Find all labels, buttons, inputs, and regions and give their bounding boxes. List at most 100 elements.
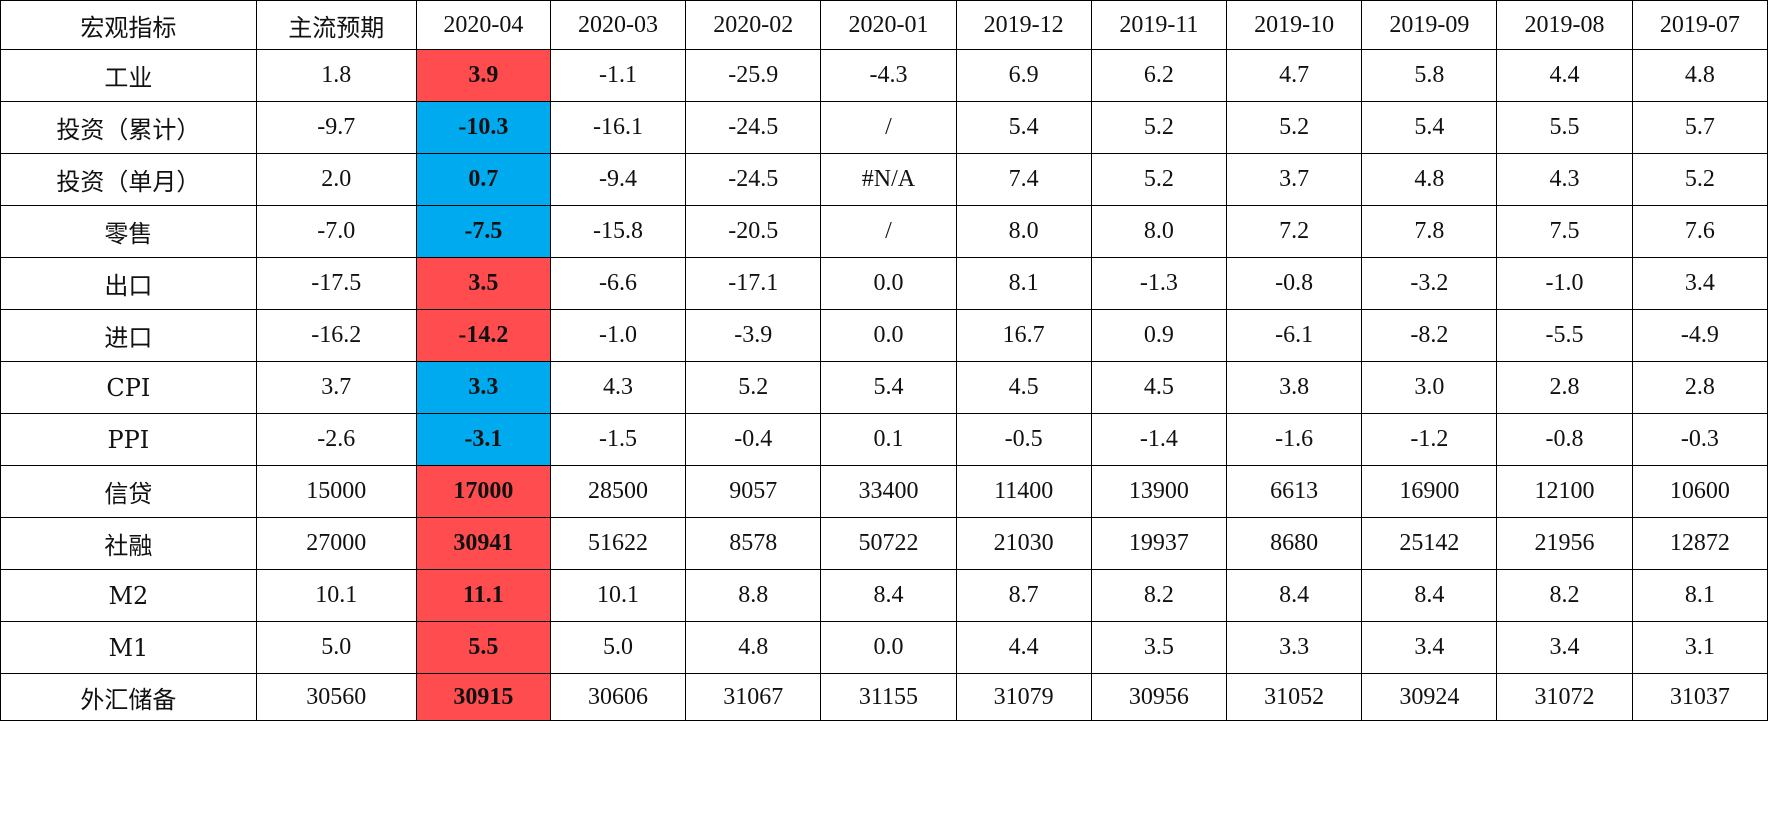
value-cell: -3.2 bbox=[1361, 257, 1498, 310]
value-cell: 16900 bbox=[1361, 465, 1498, 518]
expected-value-cell: 15000 bbox=[255, 465, 417, 518]
value-cell: 11400 bbox=[955, 465, 1092, 518]
column-header-period: 2020-01 bbox=[820, 0, 957, 50]
value-cell: 31037 bbox=[1631, 673, 1768, 721]
latest-value-highlight-cell: 3.5 bbox=[415, 257, 551, 310]
latest-value-highlight-cell: 0.7 bbox=[415, 153, 551, 206]
latest-value-highlight-cell: 3.9 bbox=[415, 49, 551, 102]
value-cell: 13900 bbox=[1090, 465, 1228, 518]
value-cell: -0.8 bbox=[1225, 257, 1363, 310]
value-cell: -3.9 bbox=[685, 309, 822, 362]
expected-value-cell: 2.0 bbox=[255, 153, 417, 206]
value-cell: 0.9 bbox=[1090, 309, 1228, 362]
column-header-period: 2020-03 bbox=[549, 0, 687, 50]
value-cell: 33400 bbox=[820, 465, 957, 518]
value-cell: 5.2 bbox=[1090, 101, 1228, 154]
expected-value-cell: -17.5 bbox=[255, 257, 417, 310]
expected-value-cell: 1.8 bbox=[255, 49, 417, 102]
value-cell: 5.2 bbox=[1090, 153, 1228, 206]
value-cell: -1.0 bbox=[549, 309, 687, 362]
indicator-name-cell: 外汇储备 bbox=[0, 673, 257, 721]
value-cell: -24.5 bbox=[685, 153, 822, 206]
value-cell: -20.5 bbox=[685, 205, 822, 258]
indicator-name-cell: 投资（累计） bbox=[0, 101, 257, 154]
value-cell: 2.8 bbox=[1496, 361, 1633, 414]
table-row: 投资（单月） 2.0 0.7 -9.4 -24.5 #N/A 7.4 5.2 3.7 4.8 4.3… bbox=[0, 153, 1768, 206]
latest-value-highlight-cell: 5.5 bbox=[415, 621, 551, 674]
value-cell: -1.3 bbox=[1090, 257, 1228, 310]
value-cell: 10.1 bbox=[549, 569, 687, 622]
value-cell: -25.9 bbox=[685, 49, 822, 102]
value-cell: 3.5 bbox=[1090, 621, 1228, 674]
latest-value-highlight-cell: 30941 bbox=[415, 517, 551, 570]
value-cell: 31067 bbox=[685, 673, 822, 721]
value-cell: 8.4 bbox=[1225, 569, 1363, 622]
column-header-period: 2020-04 bbox=[415, 0, 551, 50]
value-cell: 5.8 bbox=[1361, 49, 1498, 102]
value-cell: 51622 bbox=[549, 517, 687, 570]
value-cell: -0.3 bbox=[1631, 413, 1768, 466]
value-cell: -5.5 bbox=[1496, 309, 1633, 362]
value-cell: 4.4 bbox=[1496, 49, 1633, 102]
latest-value-highlight-cell: -10.3 bbox=[415, 101, 551, 154]
indicator-name-cell: M1 bbox=[0, 621, 257, 674]
expected-value-cell: 5.0 bbox=[255, 621, 417, 674]
value-cell: 4.5 bbox=[1090, 361, 1228, 414]
value-cell: 3.3 bbox=[1225, 621, 1363, 674]
value-cell: 31072 bbox=[1496, 673, 1633, 721]
value-cell: 7.4 bbox=[955, 153, 1092, 206]
value-cell: 5.4 bbox=[1361, 101, 1498, 154]
table-row: 外汇储备 30560 30915 30606 31067 31155 31079 30956 3… bbox=[0, 673, 1768, 721]
value-cell: -1.1 bbox=[549, 49, 687, 102]
value-cell: 5.0 bbox=[549, 621, 687, 674]
value-cell: 8680 bbox=[1225, 517, 1363, 570]
value-cell: 8.1 bbox=[1631, 569, 1768, 622]
expected-value-cell: -2.6 bbox=[255, 413, 417, 466]
value-cell: 7.2 bbox=[1225, 205, 1363, 258]
indicator-name-cell: 进口 bbox=[0, 309, 257, 362]
value-cell: 5.4 bbox=[955, 101, 1092, 154]
value-cell: 31079 bbox=[955, 673, 1092, 721]
value-cell: 4.3 bbox=[549, 361, 687, 414]
value-cell: / bbox=[820, 205, 957, 258]
column-header-period: 2020-02 bbox=[685, 0, 822, 50]
column-header-period: 2019-10 bbox=[1225, 0, 1363, 50]
value-cell: 8.7 bbox=[955, 569, 1092, 622]
expected-value-cell: -16.2 bbox=[255, 309, 417, 362]
expected-value-cell: 27000 bbox=[255, 517, 417, 570]
value-cell: 28500 bbox=[549, 465, 687, 518]
value-cell: 4.7 bbox=[1225, 49, 1363, 102]
indicator-name-cell: 社融 bbox=[0, 517, 257, 570]
latest-value-highlight-cell: -14.2 bbox=[415, 309, 551, 362]
latest-value-highlight-cell: -7.5 bbox=[415, 205, 551, 258]
value-cell: 3.4 bbox=[1361, 621, 1498, 674]
table-row: 信贷 15000 17000 28500 9057 33400 11400 13900 6613… bbox=[0, 465, 1768, 518]
table-row: 出口 -17.5 3.5 -6.6 -17.1 0.0 8.1 -1.3 -0.8 -3.2 -1.… bbox=[0, 257, 1768, 310]
expected-value-cell: -7.0 bbox=[255, 205, 417, 258]
value-cell: 10600 bbox=[1631, 465, 1768, 518]
value-cell: -16.1 bbox=[549, 101, 687, 154]
column-header-period: 2019-08 bbox=[1496, 0, 1633, 50]
value-cell: -1.2 bbox=[1361, 413, 1498, 466]
value-cell: -15.8 bbox=[549, 205, 687, 258]
value-cell: 5.2 bbox=[1225, 101, 1363, 154]
value-cell: 4.8 bbox=[1631, 49, 1768, 102]
value-cell: 3.7 bbox=[1225, 153, 1363, 206]
value-cell: 30606 bbox=[549, 673, 687, 721]
value-cell: 16.7 bbox=[955, 309, 1092, 362]
table-row: 投资（累计） -9.7 -10.3 -16.1 -24.5/5.4 5.2 5.2 5.4 5.… bbox=[0, 101, 1768, 154]
column-header-period: 2019-11 bbox=[1090, 0, 1228, 50]
indicator-name-cell: PPI bbox=[0, 413, 257, 466]
value-cell: -4.9 bbox=[1631, 309, 1768, 362]
value-cell: 0.0 bbox=[820, 621, 957, 674]
column-header-period: 2019-07 bbox=[1631, 0, 1768, 50]
latest-value-highlight-cell: -3.1 bbox=[415, 413, 551, 466]
value-cell: 3.0 bbox=[1361, 361, 1498, 414]
value-cell: #N/A bbox=[820, 153, 957, 206]
value-cell: 50722 bbox=[820, 517, 957, 570]
value-cell: -0.5 bbox=[955, 413, 1092, 466]
value-cell: -1.6 bbox=[1225, 413, 1363, 466]
value-cell: 8.2 bbox=[1090, 569, 1228, 622]
latest-value-highlight-cell: 30915 bbox=[415, 673, 551, 721]
